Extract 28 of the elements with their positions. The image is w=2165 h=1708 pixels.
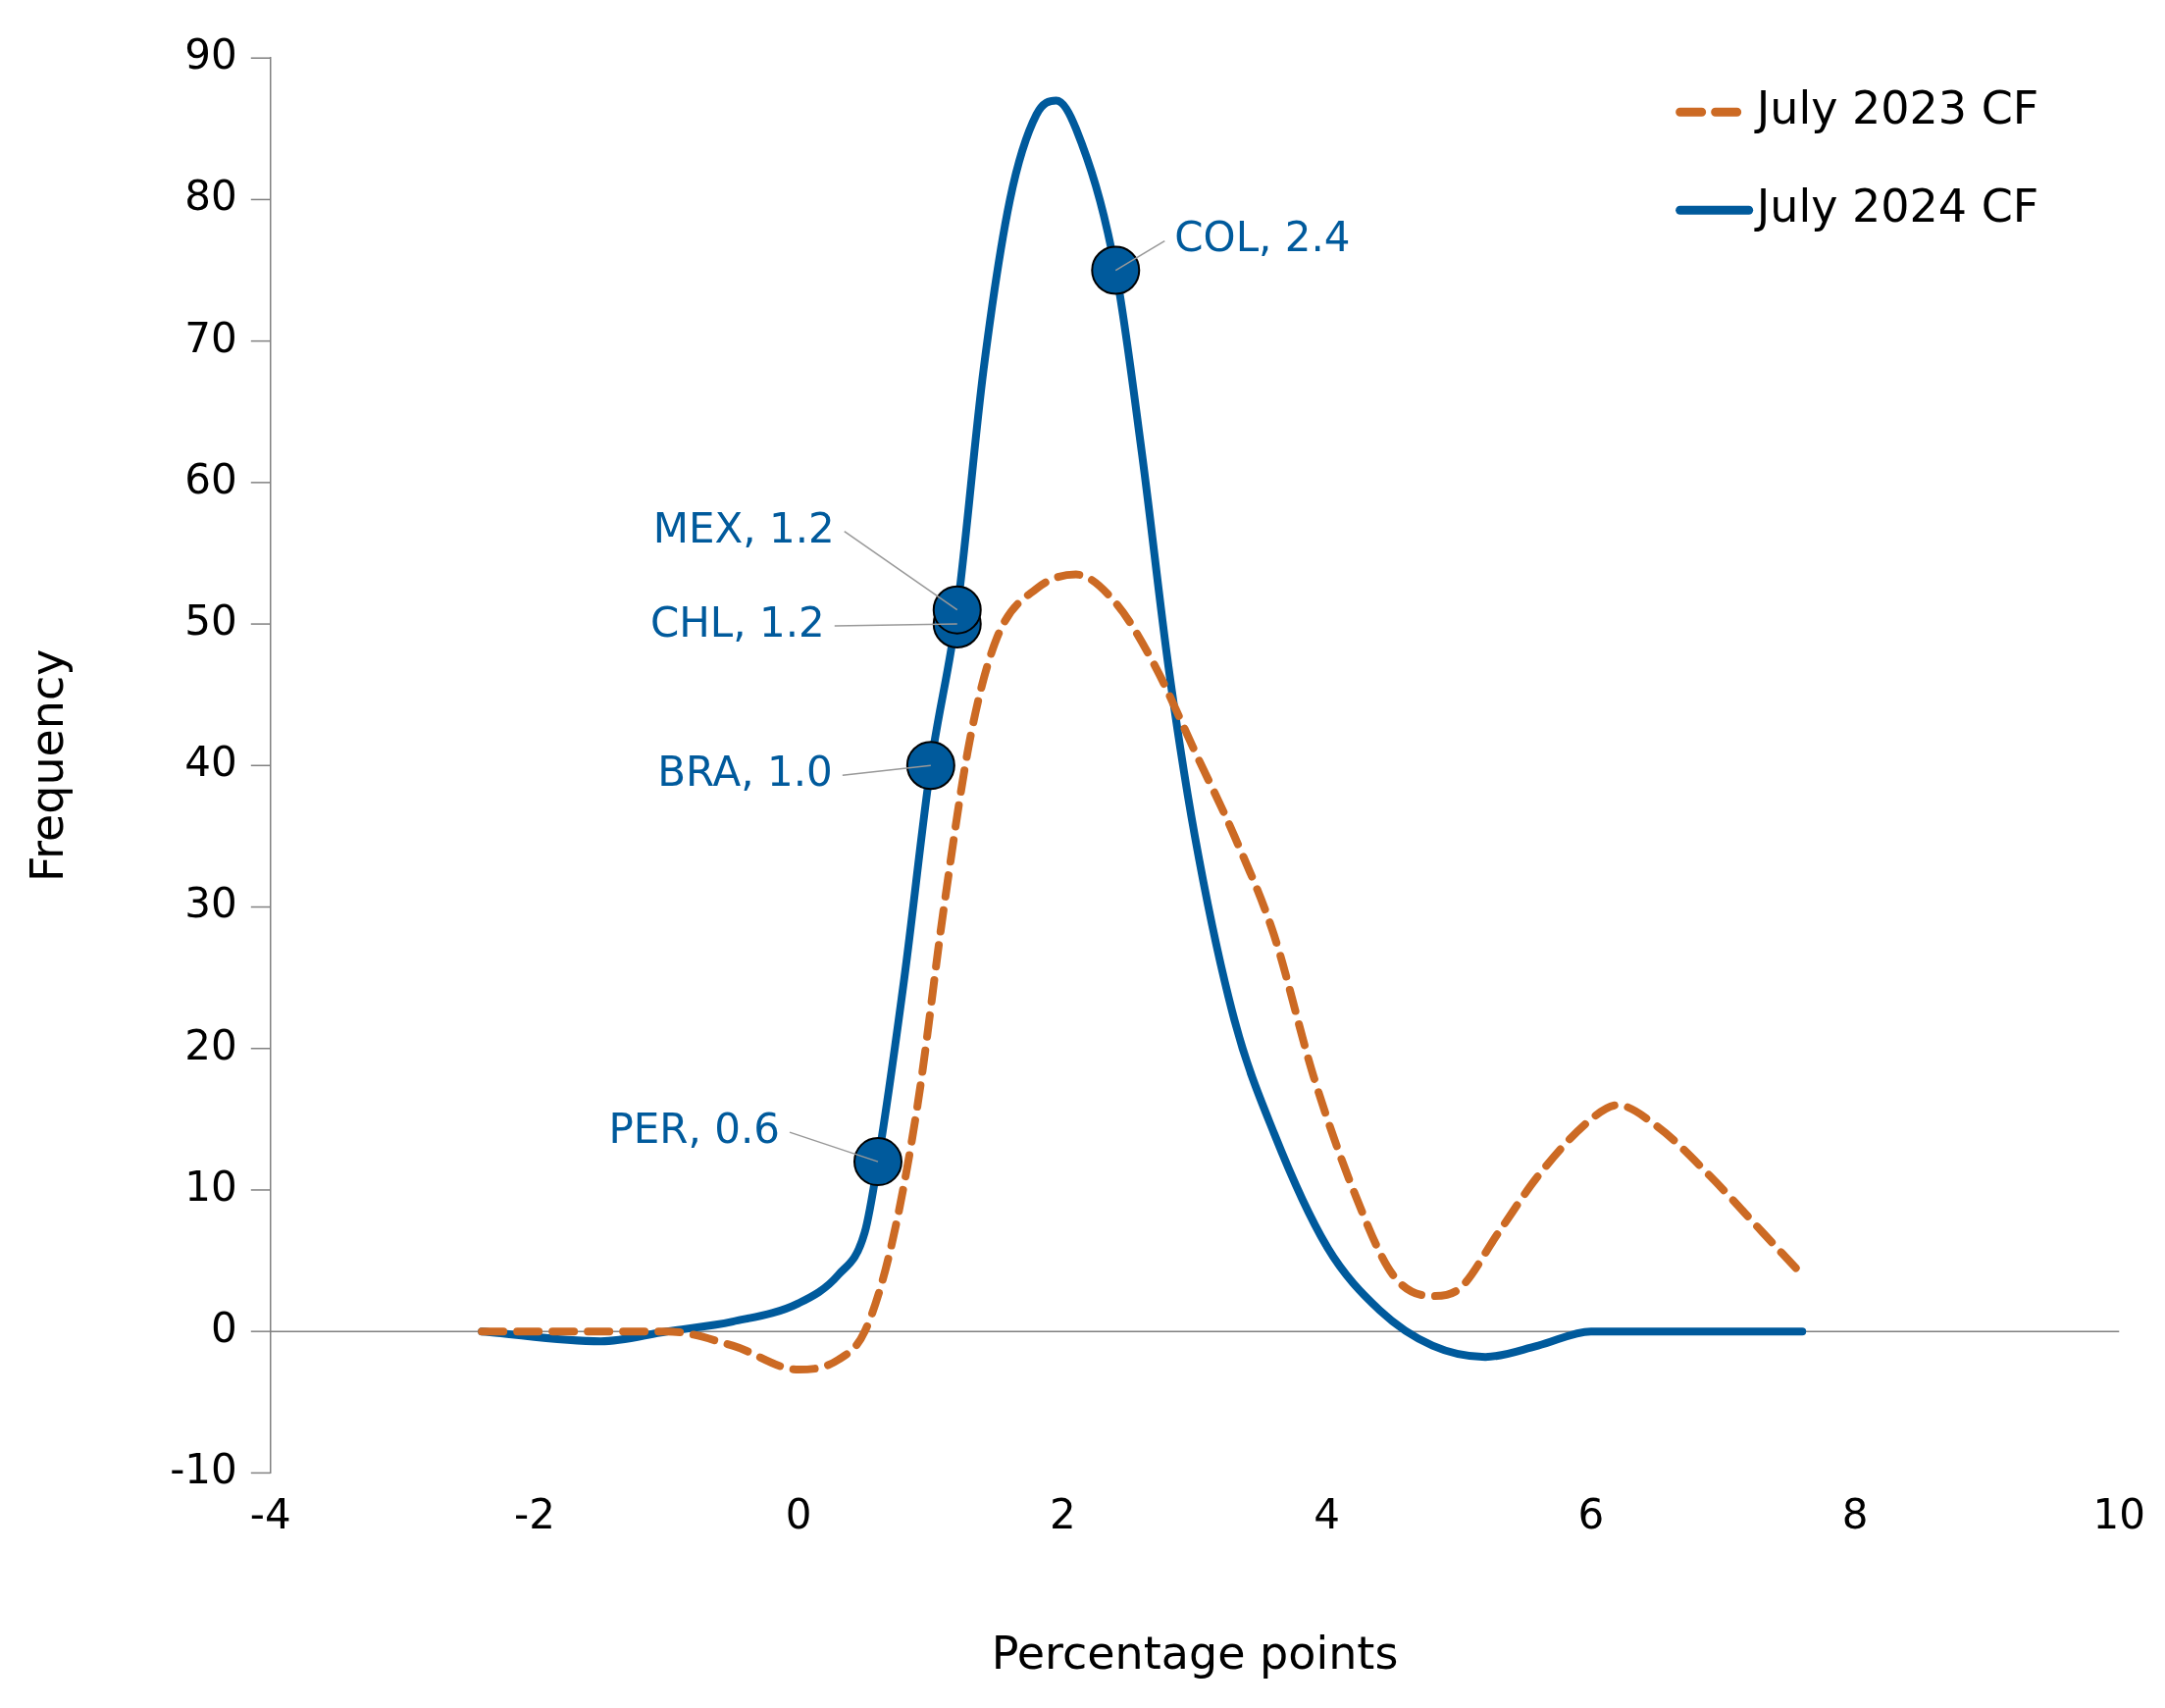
y-tick-label: 20 [184,1020,237,1069]
x-tick-label: 2 [1050,1489,1076,1538]
y-tick-label: 40 [184,738,237,787]
x-axis-title: Percentage points [991,1627,1399,1681]
y-tick-label: 0 [211,1304,237,1353]
x-tick-label: -2 [514,1489,555,1538]
annotation: BRA, 1.0 [657,748,833,797]
annotation: PER, 0.6 [608,1105,780,1154]
x-tick-label: 0 [785,1489,812,1538]
y-tick-label: 80 [184,172,237,221]
annotation: CHL, 1.2 [649,597,825,647]
y-tick-label: 60 [184,454,237,503]
legend-label: July 2024 CF [1753,180,2039,233]
x-tick-label: 6 [1577,1489,1605,1538]
y-tick-label: 50 [184,595,237,645]
y-tick-label: 30 [184,879,237,928]
x-tick-label: 10 [2092,1489,2145,1538]
y-tick-label: -10 [170,1445,237,1494]
y-tick-label: 10 [184,1162,237,1211]
annotation: MEX, 1.2 [652,503,835,552]
x-tick-label: 4 [1314,1489,1341,1538]
legend-label: July 2023 CF [1753,81,2039,135]
y-tick-label: 90 [184,30,237,79]
x-tick-label: -4 [249,1489,291,1538]
y-axis-title: Frequency [20,648,74,883]
annotation: COL, 2.4 [1174,213,1351,262]
x-tick-label: 8 [1841,1489,1869,1538]
y-tick-label: 70 [184,313,237,362]
